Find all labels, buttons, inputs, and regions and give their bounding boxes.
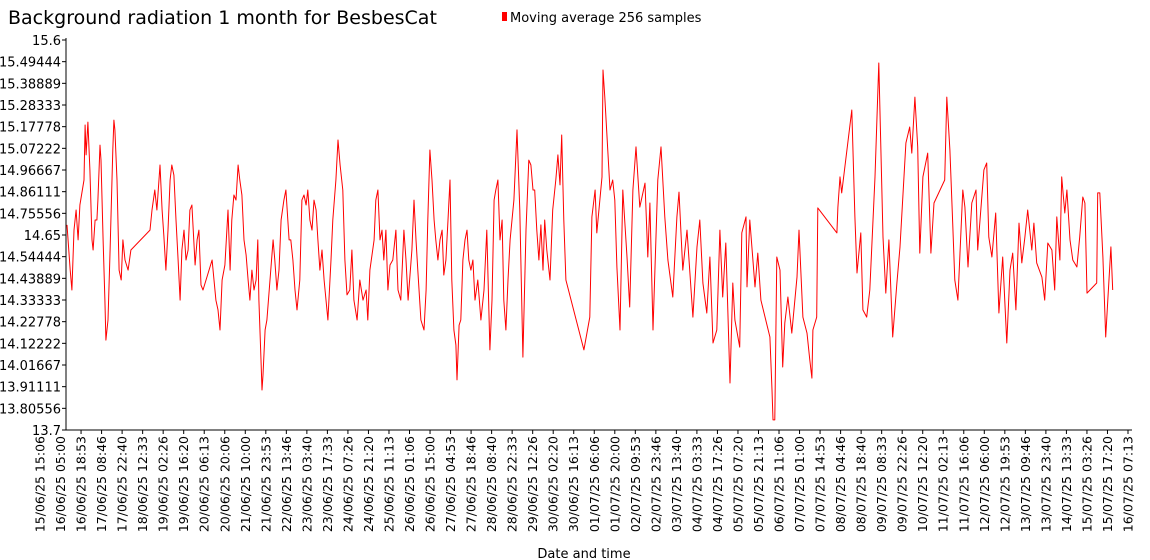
x-tick-label: 02/07/25 23:46 bbox=[648, 436, 663, 532]
x-tick-label: 30/06/25 02:20 bbox=[546, 436, 561, 532]
x-tick-label: 01/07/25 20:00 bbox=[607, 436, 622, 532]
x-tick-label: 19/06/25 16:20 bbox=[176, 436, 191, 532]
x-tick-label: 21/06/25 23:53 bbox=[258, 436, 273, 532]
x-tick-label: 28/06/25 08:40 bbox=[484, 436, 499, 532]
x-tick-label: 14/07/25 13:33 bbox=[1059, 436, 1074, 532]
x-tick-label: 26/06/25 15:00 bbox=[423, 436, 438, 532]
x-tick-label: 10/07/25 12:20 bbox=[915, 436, 930, 532]
x-tick-label: 22/06/25 13:46 bbox=[279, 436, 294, 532]
x-tick-label: 16/06/25 05:00 bbox=[53, 436, 68, 532]
y-tick-label: 13.7 bbox=[32, 424, 61, 439]
y-tick-label: 15.17778 bbox=[0, 121, 61, 136]
x-tick-label: 03/07/25 13:40 bbox=[669, 436, 684, 532]
x-tick-label: 15/07/25 17:20 bbox=[1100, 436, 1115, 532]
x-tick-label: 18/06/25 12:33 bbox=[135, 436, 150, 532]
y-tick-label: 15.38889 bbox=[0, 77, 61, 92]
x-tick-label: 20/06/25 20:06 bbox=[217, 436, 232, 532]
x-tick-label: 13/07/25 23:40 bbox=[1038, 436, 1053, 532]
x-tick-label: 15/07/25 03:26 bbox=[1079, 436, 1094, 532]
x-tick-label: 27/06/25 04:53 bbox=[443, 436, 458, 532]
legend-label: Moving average 256 samples bbox=[510, 11, 702, 26]
x-tick-label: 06/07/25 11:06 bbox=[772, 436, 787, 532]
x-tick-label: 27/06/25 18:46 bbox=[464, 436, 479, 532]
legend: Moving average 256 samples bbox=[502, 11, 702, 26]
x-tick-label: 23/06/25 03:40 bbox=[299, 436, 314, 532]
x-tick-label: 30/06/25 16:13 bbox=[566, 436, 581, 532]
x-tick-label: 07/07/25 01:00 bbox=[792, 436, 807, 532]
y-tick-label: 14.96667 bbox=[0, 164, 61, 179]
x-tick-label: 01/07/25 06:06 bbox=[587, 436, 602, 532]
x-tick-label: 04/07/25 03:33 bbox=[689, 436, 704, 532]
x-tick-label: 19/06/25 02:26 bbox=[156, 436, 171, 532]
x-tick-label: 05/07/25 21:13 bbox=[751, 436, 766, 532]
x-tick-label: 24/06/25 07:26 bbox=[340, 436, 355, 532]
x-tick-label: 16/06/25 18:53 bbox=[74, 436, 89, 532]
x-tick-label: 07/07/25 14:53 bbox=[813, 436, 828, 532]
x-tick-label: 20/06/25 06:13 bbox=[197, 436, 212, 532]
y-tick-label: 14.86111 bbox=[0, 186, 61, 201]
x-tick-label: 02/07/25 09:53 bbox=[628, 436, 643, 532]
y-tick-label: 14.01667 bbox=[0, 359, 61, 374]
y-tick-label: 14.65 bbox=[24, 229, 61, 244]
y-tick-label: 14.75556 bbox=[0, 207, 61, 222]
x-tick-label: 23/06/25 17:33 bbox=[320, 436, 335, 532]
x-tick-label: 13/07/25 09:46 bbox=[1018, 436, 1033, 532]
y-tick-label: 13.80556 bbox=[0, 402, 61, 417]
x-tick-label: 17/06/25 22:40 bbox=[115, 436, 130, 532]
x-tick-label: 17/06/25 08:46 bbox=[94, 436, 109, 532]
y-tick-label: 13.91111 bbox=[0, 381, 61, 396]
x-tick-label: 12/07/25 19:53 bbox=[997, 436, 1012, 532]
x-tick-label: 25/06/25 11:13 bbox=[381, 436, 396, 532]
y-tick-label: 15.6 bbox=[32, 34, 61, 49]
x-tick-label: 11/07/25 16:06 bbox=[956, 436, 971, 532]
x-tick-label: 24/06/25 21:20 bbox=[361, 436, 376, 532]
y-tick-label: 15.07222 bbox=[0, 142, 61, 157]
y-tick-label: 14.12222 bbox=[0, 337, 61, 352]
x-tick-label: 12/07/25 06:00 bbox=[977, 436, 992, 532]
chart-title: Background radiation 1 month for BesbesC… bbox=[8, 7, 437, 29]
x-tick-label: 29/06/25 12:26 bbox=[525, 436, 540, 532]
y-tick-label: 15.49444 bbox=[0, 56, 61, 71]
x-tick-label: 09/07/25 08:33 bbox=[874, 436, 889, 532]
x-tick-label: 16/07/25 07:13 bbox=[1121, 436, 1136, 532]
x-tick-label: 08/07/25 04:46 bbox=[833, 436, 848, 532]
x-tick-label: 08/07/25 18:40 bbox=[854, 436, 869, 532]
x-axis-title: Date and time bbox=[537, 547, 630, 560]
y-tick-label: 14.33333 bbox=[0, 294, 61, 309]
y-axis-ticks: 15.6 15.49444 15.38889 15.28333 15.17778 15.0… bbox=[0, 34, 66, 439]
x-tick-label: 26/06/25 01:06 bbox=[402, 436, 417, 532]
series-line-moving-average bbox=[66, 62, 1114, 421]
y-tick-label: 14.54444 bbox=[0, 251, 61, 266]
y-tick-label: 14.43889 bbox=[0, 272, 61, 287]
y-tick-label: 14.22778 bbox=[0, 316, 61, 331]
y-tick-label: 15.28333 bbox=[0, 99, 61, 114]
x-tick-label: 15/06/25 15:06 bbox=[33, 436, 48, 532]
x-tick-label: 09/07/25 22:26 bbox=[895, 436, 910, 532]
x-tick-label: 28/06/25 22:33 bbox=[505, 436, 520, 532]
x-tick-label: 11/07/25 02:13 bbox=[936, 436, 951, 532]
x-tick-label: 05/07/25 07:20 bbox=[730, 436, 745, 532]
x-axis-ticks: 15/06/25 15:06 16/06/25 05:00 16/06/25 18:… bbox=[33, 430, 1136, 532]
legend-swatch bbox=[502, 12, 507, 21]
x-tick-label: 21/06/25 10:00 bbox=[238, 436, 253, 532]
x-tick-label: 04/07/25 17:26 bbox=[710, 436, 725, 532]
